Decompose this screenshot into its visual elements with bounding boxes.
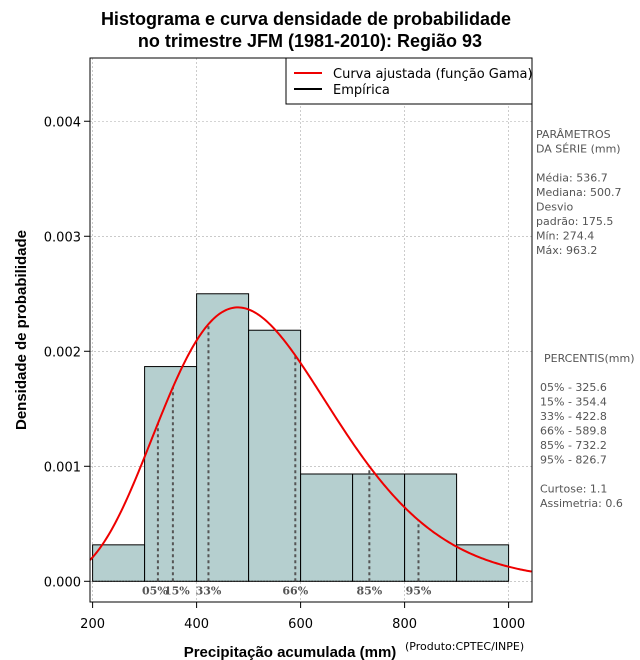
histogram-bar <box>92 544 146 582</box>
chart-title-line-1: Histograma e curva densidade de probabil… <box>101 9 511 29</box>
y-axis-title: Densidade de probabilidade <box>13 230 30 430</box>
y-tick-label: 0.001 <box>44 460 81 475</box>
percentile-label: 95% <box>406 584 432 597</box>
x-tick-label: 200 <box>80 617 105 632</box>
histogram-bar <box>300 473 354 582</box>
percentile-line: PERCENTIS(mm) <box>544 352 635 365</box>
percentile-label: 05% <box>142 584 168 597</box>
percentile-label: 85% <box>356 584 382 597</box>
x-axis-title: Precipitação acumulada (mm) <box>184 644 397 660</box>
y-tick-label: 0.003 <box>44 230 81 245</box>
histogram-bar <box>144 366 198 582</box>
percentile-markers: 05%15% 33% 66% 85% 95% <box>142 324 432 597</box>
x-tick-label: 800 <box>392 617 417 632</box>
x-tick-label: 600 <box>288 617 313 632</box>
histogram-bar <box>404 473 458 582</box>
percentile-line: 05% - 325.6 <box>540 381 607 394</box>
histogram-bars <box>92 293 510 582</box>
series-parameter-line: Média: 536.7 <box>536 172 608 185</box>
y-tick-label: 0.000 <box>44 575 81 590</box>
histogram-bar <box>352 473 406 582</box>
y-tick-label: 0.004 <box>44 115 81 130</box>
percentile-line: 85% - 732.2 <box>540 439 607 452</box>
series-parameter-line: Desvio <box>536 201 574 214</box>
percentile-line: 66% - 589.8 <box>540 425 607 438</box>
percentile-label: 33% <box>196 584 222 597</box>
series-parameter-line: PARÂMETROS <box>536 128 611 141</box>
percentile-line: 33% - 422.8 <box>540 410 607 423</box>
percentile-line: Curtose: 1.1 <box>540 483 607 496</box>
percentile-label: 15% <box>164 584 190 597</box>
histogram-bar <box>248 329 302 582</box>
percentile-label: 66% <box>282 584 308 597</box>
x-tick-label: 400 <box>184 617 209 632</box>
series-parameters-panel: PARÂMETROS DA SÉRIE (mm) Média: 536.7Medi… <box>536 128 621 257</box>
series-parameter-line: DA SÉRIE (mm) <box>536 143 621 156</box>
fitted-curve-layer <box>89 306 532 573</box>
percentile-line: 15% - 354.4 <box>540 396 607 409</box>
legend-label-fitted: Curva ajustada (função Gama) <box>333 67 533 82</box>
legend-box <box>285 57 533 105</box>
fitted-gamma-curve <box>89 306 532 573</box>
y-tick-label: 0.002 <box>44 345 81 360</box>
series-parameter-line: Mín: 274.4 <box>536 230 594 243</box>
percentile-line: Assimetria: 0.6 <box>540 497 623 510</box>
series-parameter-line: padrão: 175.5 <box>536 215 613 228</box>
percentiles-panel: PERCENTIS(mm) 05% - 325.6 15% - 354.433% -… <box>540 352 635 510</box>
histogram-bar <box>196 293 250 582</box>
credit-label: (Produto:CPTEC/INPE) <box>405 640 524 653</box>
x-tick-label: 1000 <box>492 617 525 632</box>
axes: 200 400 600 800 1000 0.000 0.001 0.002 0.003 0.00… <box>44 115 525 632</box>
series-parameter-line: Mediana: 500.7 <box>536 186 621 199</box>
legend-label-empirical: Empírica <box>333 83 390 98</box>
percentile-line: 95% - 826.7 <box>540 454 607 467</box>
legend: Curva ajustada (função Gama) Empírica <box>285 57 533 105</box>
series-parameter-line: Máx: 963.2 <box>536 244 597 257</box>
chart-title-line-2: no trimestre JFM (1981-2010): Região 93 <box>138 31 482 51</box>
